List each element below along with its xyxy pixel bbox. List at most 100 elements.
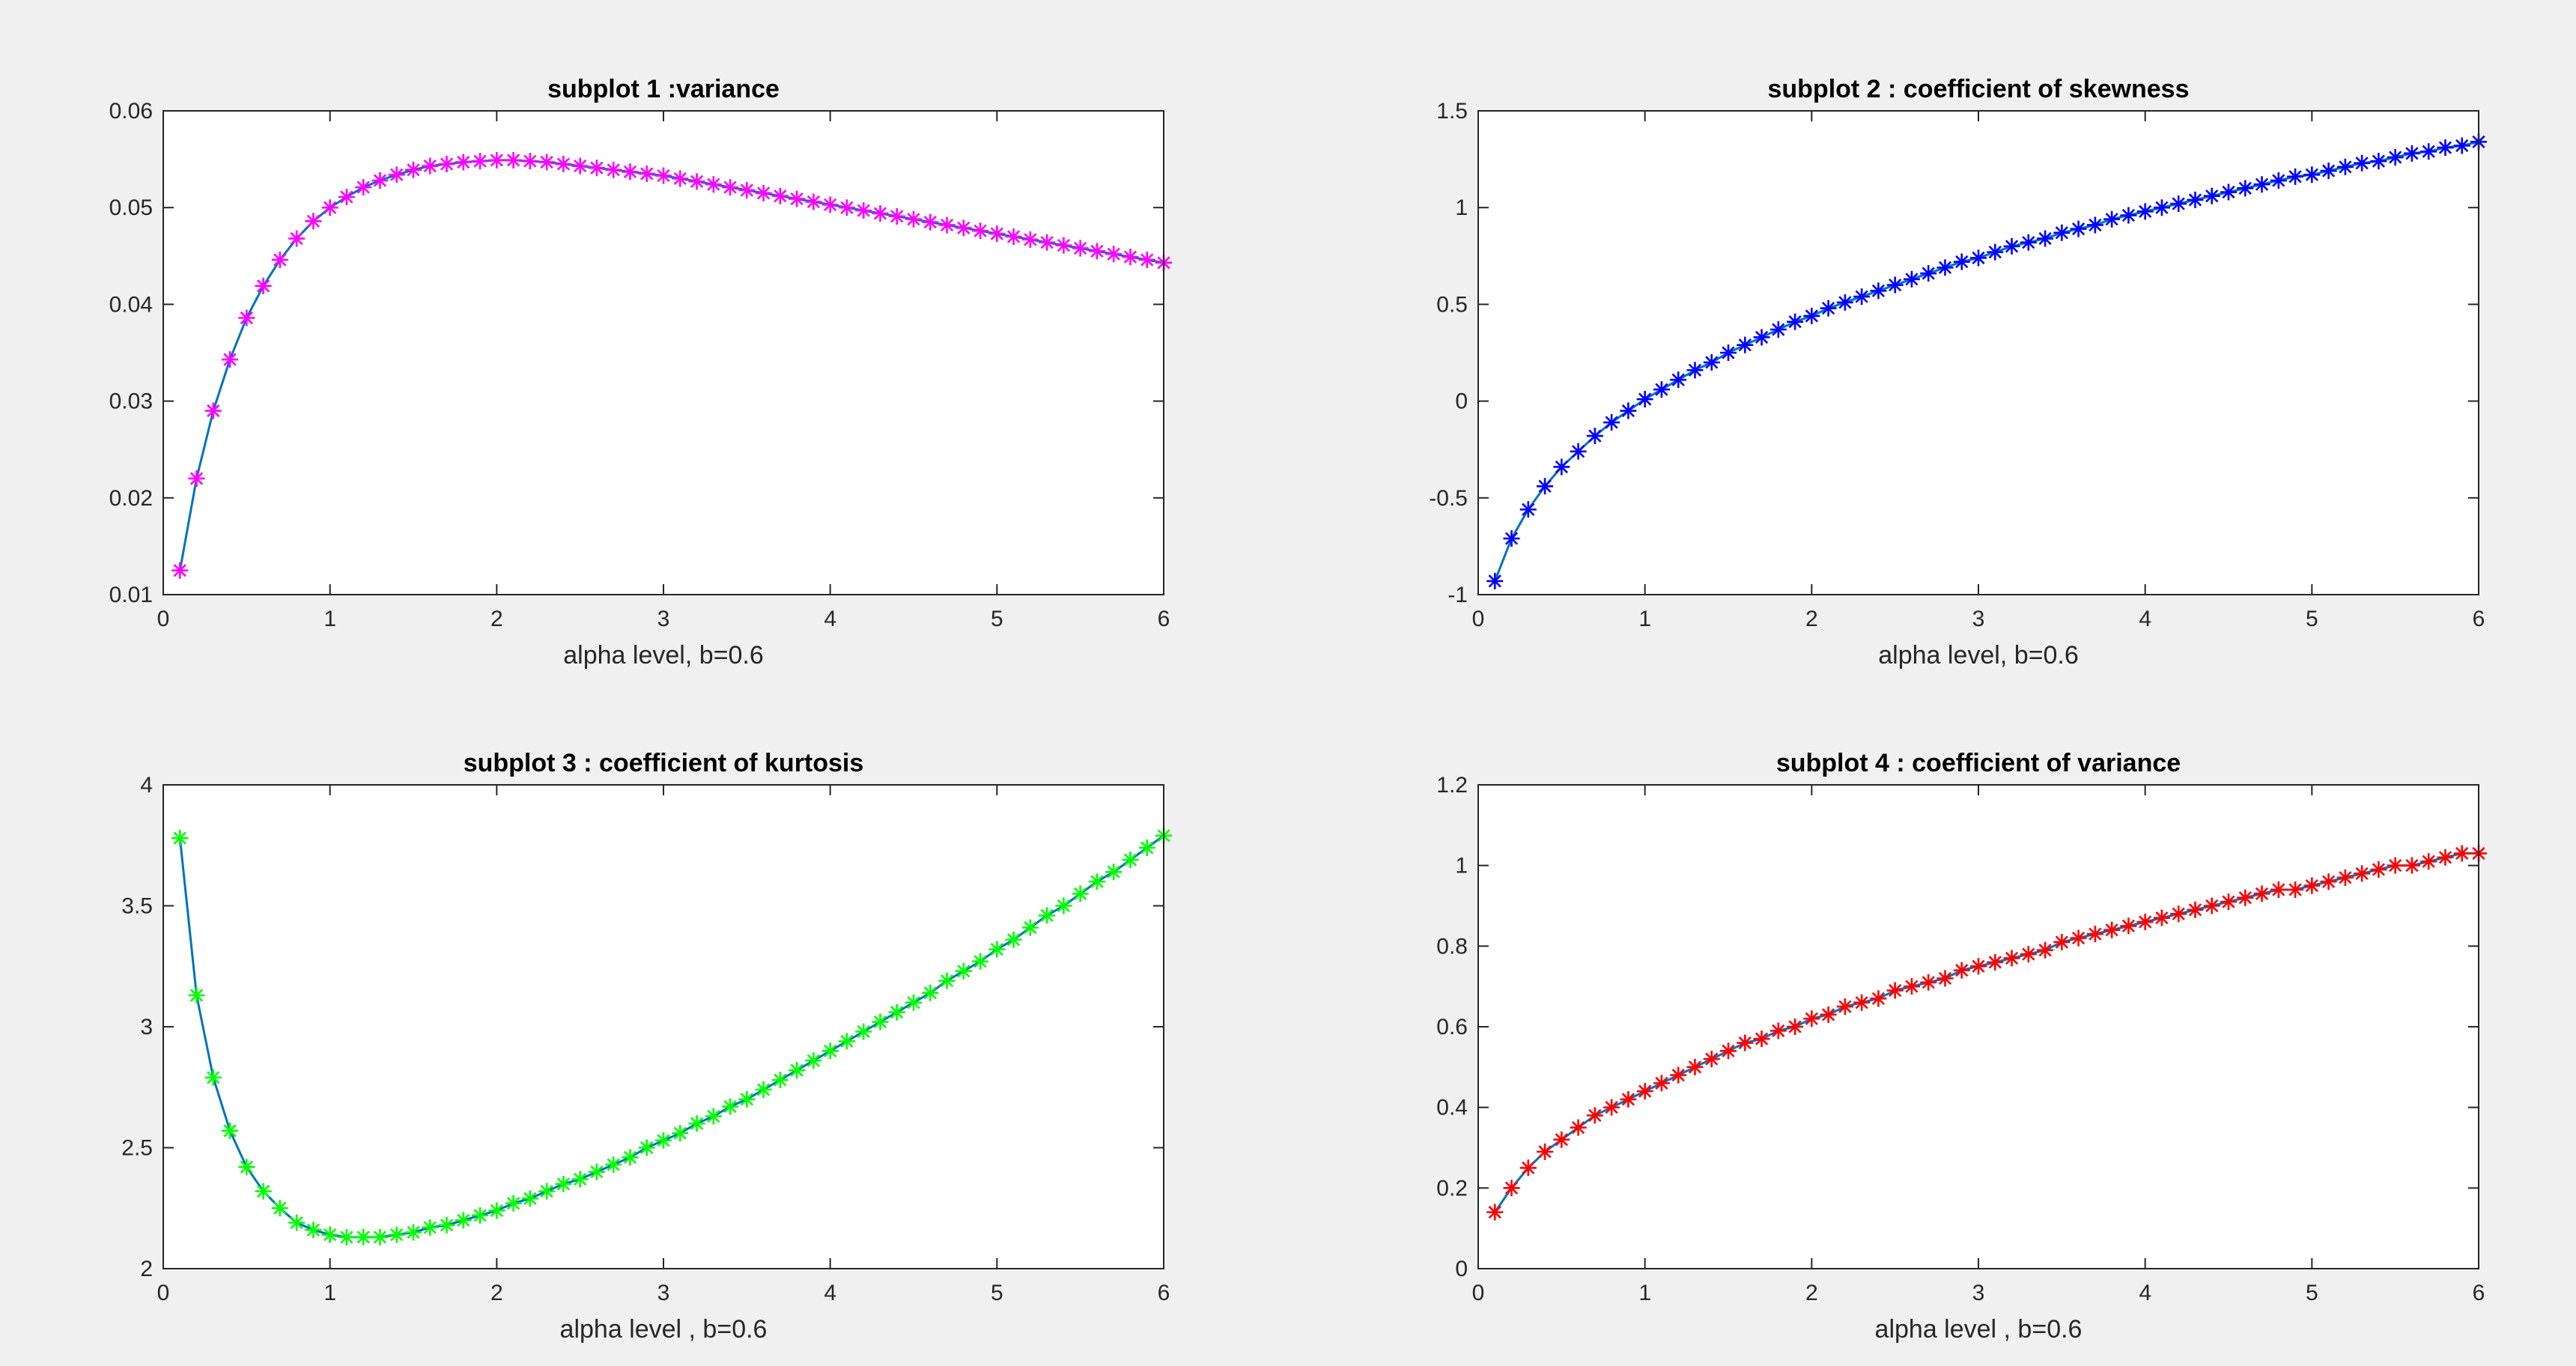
data-point-marker — [2187, 191, 2204, 208]
data-point-marker — [1072, 240, 1089, 257]
data-point-marker — [371, 172, 389, 189]
data-point-marker — [2037, 941, 2054, 959]
data-point-marker — [771, 187, 789, 204]
data-point-marker — [2303, 877, 2321, 894]
chart-title: subplot 2 : coefficient of skewness — [1767, 75, 2189, 103]
data-point-marker — [838, 199, 855, 216]
y-tick-label: 3 — [140, 1015, 153, 1039]
data-point-marker — [1787, 313, 1804, 330]
data-point-marker — [2420, 853, 2437, 870]
data-point-marker — [2303, 166, 2321, 183]
y-tick-label: 3.5 — [121, 894, 153, 919]
data-point-marker — [2136, 914, 2154, 931]
y-tick-label: 0.05 — [109, 195, 153, 220]
data-point-marker — [1586, 428, 1603, 445]
data-point-marker — [1570, 1119, 1587, 1136]
data-point-marker — [1088, 243, 1105, 260]
data-point-marker — [1570, 443, 1587, 460]
data-point-marker — [2237, 889, 2254, 906]
data-point-marker — [1686, 1058, 1704, 1075]
data-point-marker — [2387, 857, 2404, 874]
data-point-marker — [371, 1229, 389, 1246]
data-point-marker — [1953, 253, 1970, 270]
x-tick-label: 3 — [657, 607, 670, 631]
data-point-marker — [872, 1013, 889, 1030]
data-point-marker — [422, 157, 439, 174]
data-point-marker — [472, 153, 489, 170]
data-point-marker — [972, 953, 989, 970]
data-point-marker — [738, 181, 756, 198]
y-tick-label: 2.5 — [121, 1136, 153, 1161]
x-tick-label: 2 — [1805, 607, 1818, 631]
data-point-marker — [1486, 1203, 1504, 1221]
data-point-marker — [171, 830, 189, 847]
data-point-marker — [1636, 1083, 1653, 1100]
data-point-marker — [2253, 176, 2270, 193]
data-point-marker — [855, 1023, 872, 1040]
data-point-marker — [1903, 270, 1920, 288]
data-point-marker — [1886, 276, 1904, 294]
axes-background — [163, 111, 1164, 595]
data-point-marker — [2220, 183, 2237, 201]
data-point-marker — [771, 1072, 789, 1089]
data-point-marker — [488, 151, 505, 169]
data-point-marker — [1620, 1090, 1637, 1108]
data-point-marker — [705, 176, 722, 193]
data-point-marker — [1870, 282, 1887, 300]
data-point-marker — [2120, 207, 2137, 224]
x-tick-label: 2 — [490, 1281, 503, 1305]
data-point-marker — [2070, 929, 2087, 947]
data-point-marker — [355, 179, 372, 196]
data-point-marker — [1088, 873, 1105, 890]
x-tick-label: 1 — [1638, 1281, 1651, 1305]
data-point-marker — [204, 402, 222, 419]
data-point-marker — [321, 199, 338, 216]
data-point-marker — [688, 1115, 705, 1132]
data-point-marker — [2253, 885, 2270, 902]
data-point-marker — [1138, 251, 1155, 268]
data-point-marker — [438, 156, 455, 173]
data-point-marker — [271, 1200, 288, 1217]
x-tick-label: 0 — [1472, 1281, 1485, 1305]
data-point-marker — [2103, 921, 2121, 938]
data-point-marker — [1970, 249, 1987, 267]
data-point-marker — [655, 167, 672, 184]
data-point-marker — [2336, 158, 2354, 175]
data-point-marker — [171, 562, 189, 579]
x-tick-label: 0 — [157, 1281, 170, 1305]
x-tick-label: 6 — [1158, 1281, 1170, 1305]
x-tick-label: 2 — [490, 607, 503, 631]
data-point-marker — [2203, 897, 2220, 914]
data-point-marker — [705, 1108, 722, 1125]
y-tick-label: 4 — [140, 773, 153, 798]
x-axis-label: alpha level, b=0.6 — [563, 641, 763, 670]
x-tick-label: 2 — [1805, 1281, 1818, 1305]
data-point-marker — [1886, 982, 1904, 999]
y-tick-label: 0.6 — [1436, 1015, 1468, 1039]
data-point-marker — [638, 1139, 655, 1156]
data-point-marker — [1603, 414, 1620, 431]
data-point-marker — [1836, 998, 1853, 1016]
data-point-marker — [388, 1226, 405, 1243]
x-tick-label: 6 — [2473, 607, 2485, 631]
data-point-marker — [789, 1062, 806, 1079]
data-point-marker — [521, 153, 538, 170]
subplot-2: 0 1 2 3 4 5 6 -1 -0.5 0 0.5 1 1.5 subplot 2 : coeffic… — [1429, 75, 2487, 670]
data-point-marker — [672, 1125, 689, 1142]
data-point-marker — [1753, 329, 1770, 346]
y-tick-label: 1 — [1455, 195, 1468, 220]
data-point-marker — [2270, 881, 2287, 898]
data-point-marker — [571, 1171, 589, 1188]
data-point-marker — [888, 207, 905, 225]
data-point-marker — [1055, 237, 1072, 254]
x-tick-label: 1 — [1638, 607, 1651, 631]
data-point-marker — [1920, 974, 1937, 991]
data-point-marker — [638, 165, 655, 182]
chart-title: subplot 4 : coefficient of variance — [1776, 749, 2181, 777]
data-point-marker — [455, 1212, 472, 1229]
data-point-marker — [2187, 901, 2204, 918]
x-tick-label: 6 — [2473, 1281, 2485, 1305]
data-point-marker — [1636, 391, 1653, 408]
data-point-marker — [922, 984, 939, 1001]
